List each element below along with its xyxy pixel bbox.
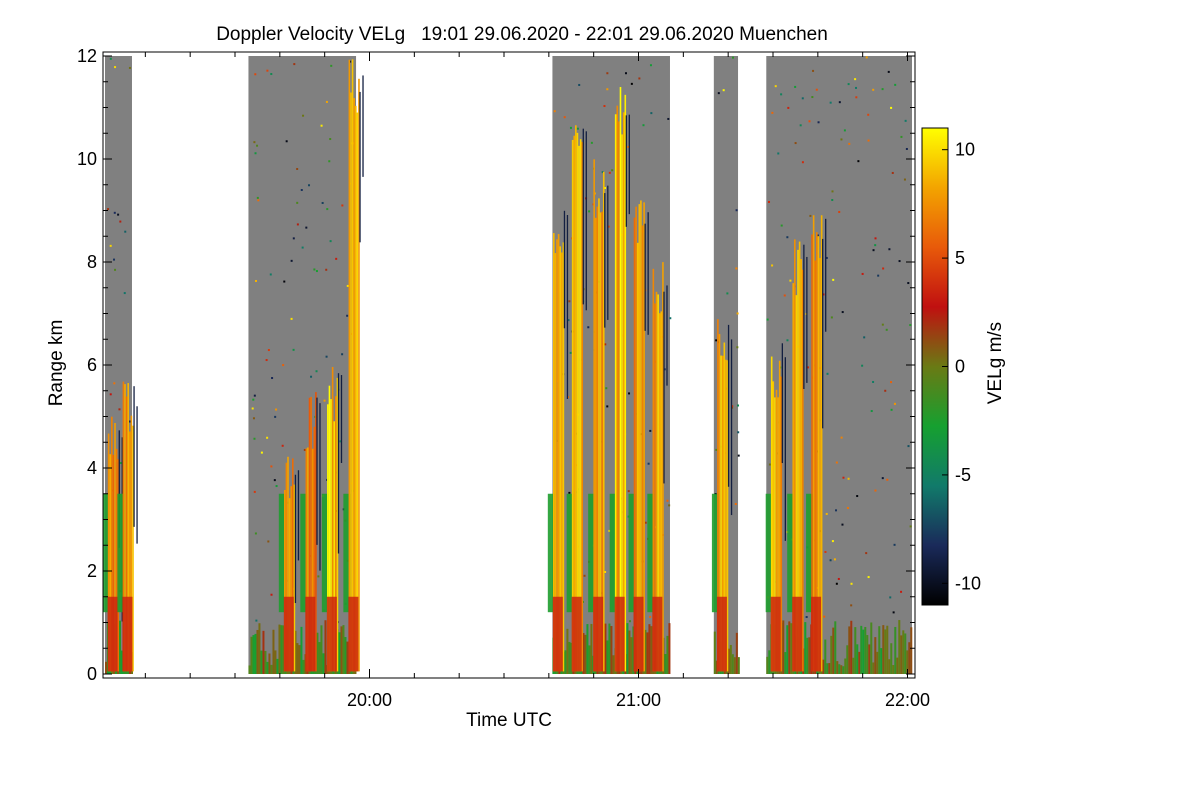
colorbar-axis: 10 5 0 -5 -10: [942, 140, 981, 593]
colorbar-label: VELg m/s: [985, 322, 1006, 404]
fall-streak: [628, 200, 649, 672]
fall-streak: [765, 343, 786, 672]
y-tick-label: 4: [87, 458, 97, 478]
colorbar-tick-label: 0: [955, 357, 965, 377]
fall-streak: [547, 210, 569, 672]
colorbar-tick-label: 10: [955, 140, 975, 160]
colorbar-tick-label: -5: [955, 465, 971, 485]
x-axis-label: Time UTC: [466, 710, 552, 731]
y-tick-label: 8: [87, 252, 97, 272]
fall-streak: [806, 215, 827, 672]
fall-streak: [609, 87, 630, 672]
fall-streak: [321, 366, 343, 672]
y-tick-label: 6: [87, 355, 97, 375]
y-axis: 0 2 4 6 8 10 12: [77, 46, 915, 684]
fall-streak: [711, 319, 733, 672]
colorbar-tick-label: 5: [955, 248, 965, 268]
y-axis-label: Range km: [46, 320, 67, 407]
colorbar-tick-label: -10: [955, 573, 981, 593]
fall-streak: [787, 239, 808, 672]
chart-title: Doppler Velocity VELg 19:01 29.06.2020 -…: [216, 24, 828, 45]
fall-streak: [343, 59, 364, 672]
fall-streak: [278, 456, 300, 672]
y-tick-label: 0: [87, 664, 97, 684]
x-tick-label: 22:00: [885, 690, 930, 710]
y-tick-label: 12: [77, 46, 97, 66]
fall-streak: [117, 381, 138, 672]
y-tick-label: 10: [77, 149, 97, 169]
x-tick-label: 21:00: [616, 690, 661, 710]
x-axis: 20:00 21:00 22:00: [144, 52, 930, 710]
x-tick-label: 20:00: [347, 690, 392, 710]
fall-streak: [647, 262, 668, 672]
fall-streak: [566, 125, 587, 672]
plot-area: [102, 56, 913, 674]
fall-streak: [300, 392, 321, 672]
fall-streak: [588, 159, 609, 672]
y-tick-label: 2: [87, 561, 97, 581]
